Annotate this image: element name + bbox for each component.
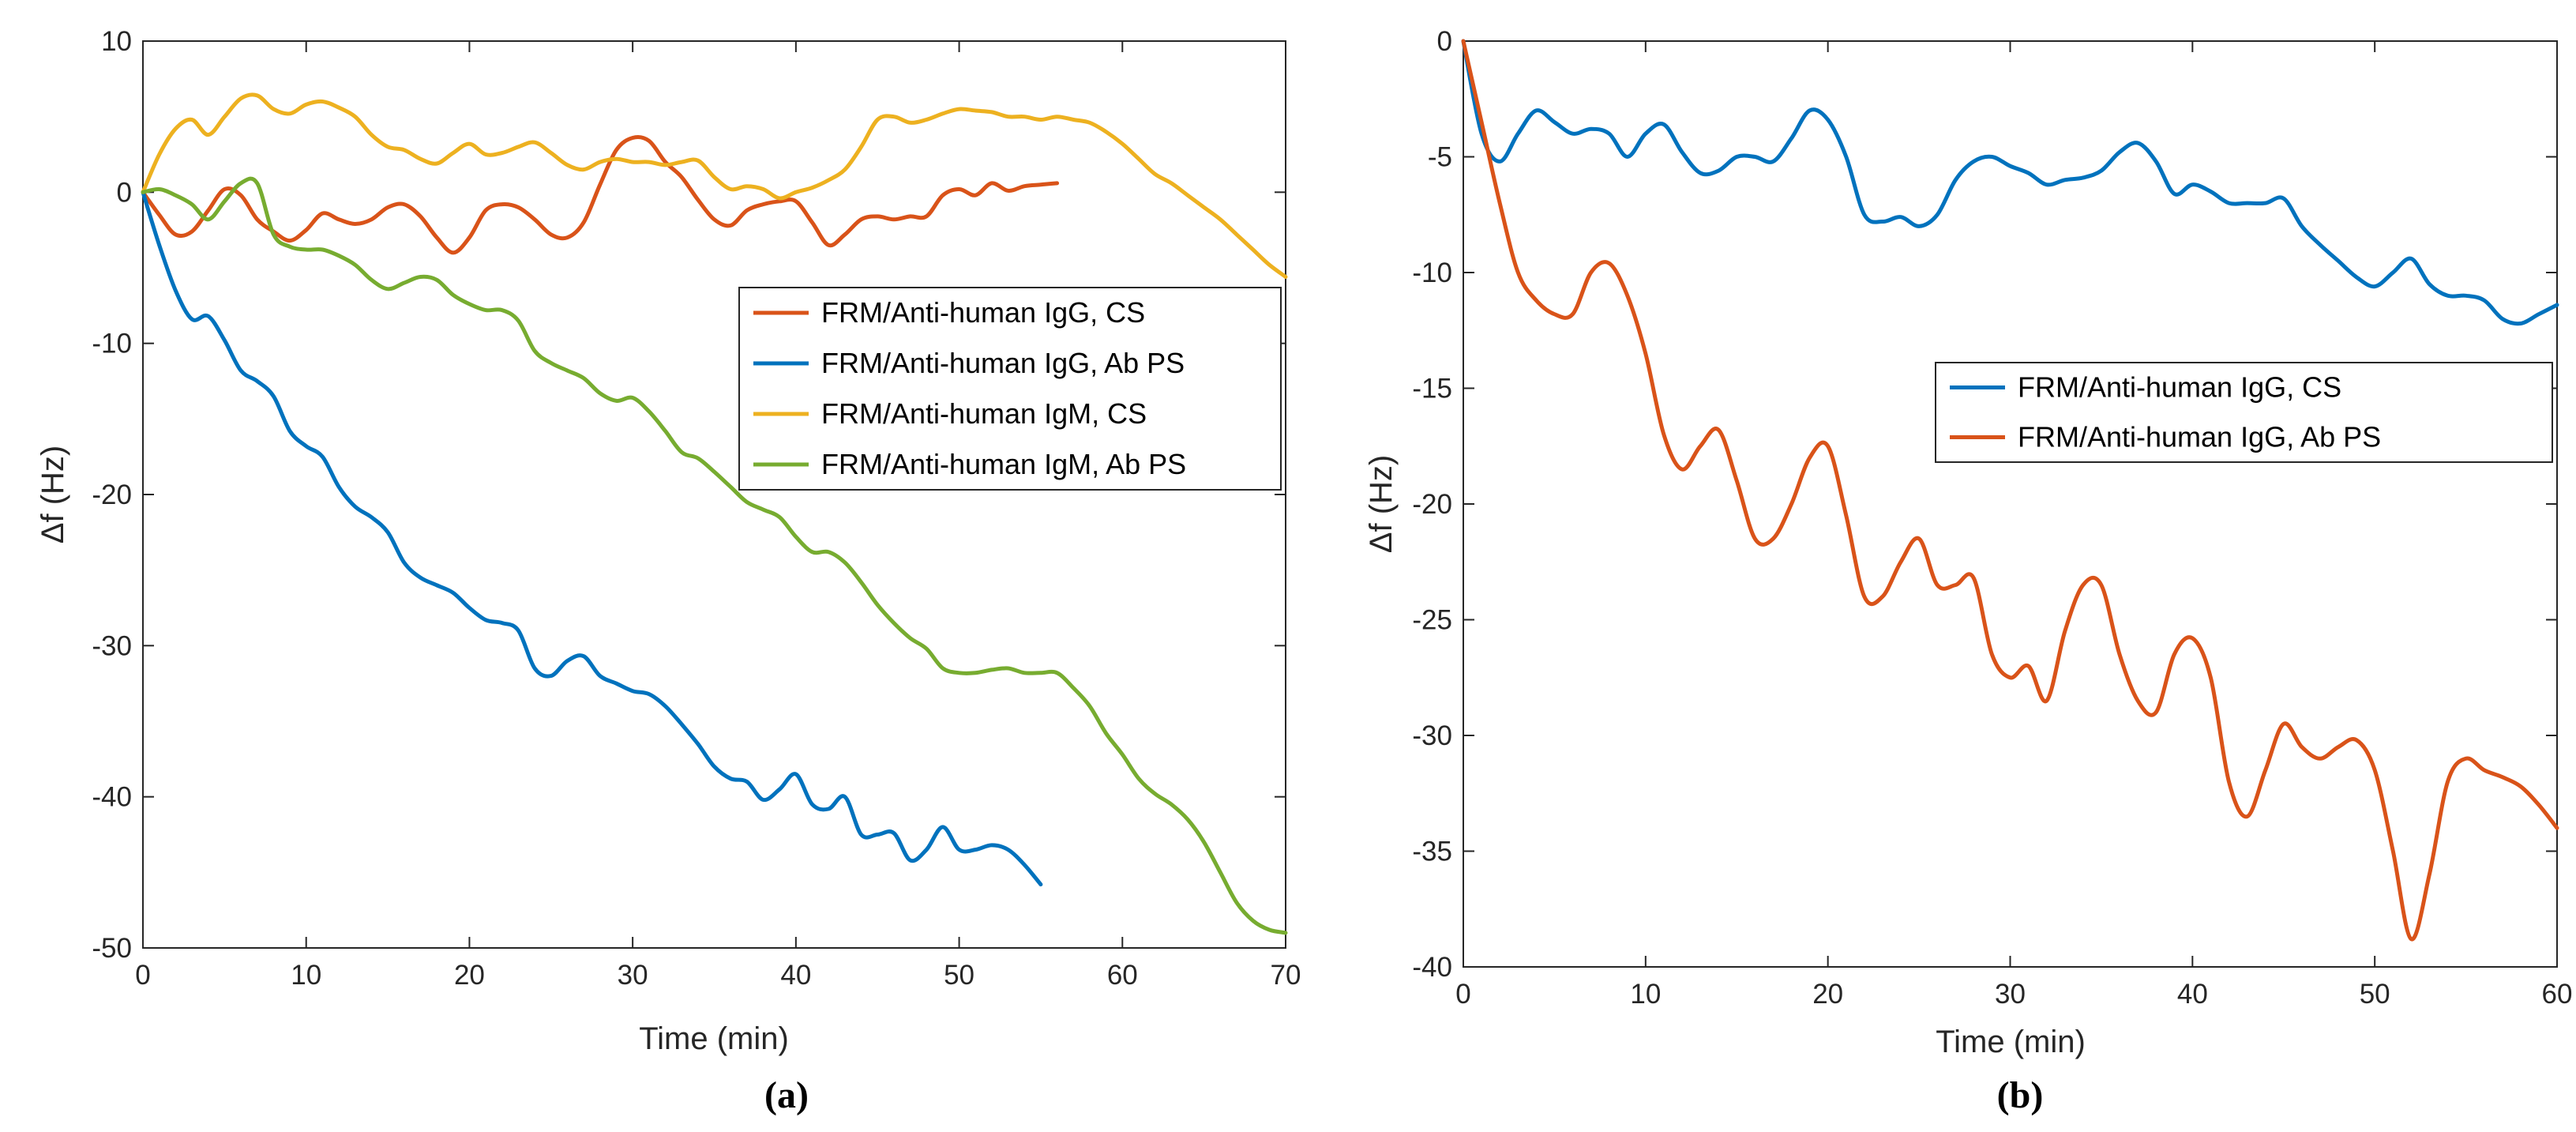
panel-b-legend-label: FRM/Anti-human IgG, Ab PS — [2018, 421, 2381, 453]
panel-a-y-tick-label: 0 — [117, 177, 132, 208]
panel-b-x-tick-label: 20 — [1812, 979, 1843, 1010]
panel-b-legend-box — [1935, 362, 2553, 463]
panel-a-x-tick-label: 20 — [454, 960, 485, 991]
panel-a-x-tick-label: 0 — [135, 960, 150, 991]
panel-b-x-tick-label: 0 — [1455, 979, 1470, 1010]
panel-b-y-tick-label: -40 — [1412, 952, 1452, 983]
panel-b-x-tick-label: 10 — [1630, 979, 1661, 1010]
panel-b-y-tick-label: 0 — [1437, 26, 1452, 57]
panel-a-x-tick-label: 60 — [1107, 960, 1138, 991]
panel-b-y-tick-label: -35 — [1412, 837, 1452, 867]
panel-a-y-tick-label: -20 — [92, 480, 132, 510]
panel-b-y-tick-label: -5 — [1428, 142, 1452, 173]
panel-b-y-tick-label: -10 — [1412, 258, 1452, 288]
panel-a-y-tick-label: 10 — [101, 26, 132, 57]
panel-a-series — [141, 92, 1288, 935]
panel-b-x-tick-label: 50 — [2360, 979, 2390, 1010]
panel-b-series — [1461, 39, 2559, 942]
panel-b-y-axis: 0 -5 -10 -15 -20 -25 -30 -35 -40 — [1412, 26, 2557, 983]
panel-b-y-tick-label: -15 — [1412, 374, 1452, 404]
panel-a-y-label: Δf (Hz) — [36, 446, 70, 543]
panel-b-y-tick-label: -30 — [1412, 720, 1452, 751]
panel-a-legend-label: FRM/Anti-human IgG, Ab PS — [821, 347, 1185, 379]
panel-b-series-line-2 — [1461, 39, 2559, 942]
panel-b-x-axis: 0 10 20 30 40 50 60 — [1455, 41, 2572, 1010]
panel-a-x-axis: 0 10 20 30 40 50 60 70 — [135, 41, 1301, 991]
panel-a-series-line-2 — [141, 190, 1043, 887]
panel-a-y-tick-label: -50 — [92, 933, 132, 964]
panel-a-plot-area — [142, 40, 1286, 949]
panel-a-x-tick-label: 70 — [1271, 960, 1301, 991]
panel-a-legend-label: FRM/Anti-human IgM, Ab PS — [821, 448, 1186, 480]
panel-b-legend: FRM/Anti-human IgG, CS FRM/Anti-human IgG… — [1935, 362, 2553, 463]
panel-a-x-tick-label: 50 — [944, 960, 974, 991]
panel-a-series-line-3 — [141, 92, 1288, 279]
panel-b-x-tick-label: 40 — [2177, 979, 2208, 1010]
panel-b-panel-label: (b) — [1997, 1074, 2044, 1116]
panel-b-x-label: Time (min) — [1936, 1025, 2086, 1059]
panel-b-series-line-1 — [1461, 39, 2559, 326]
panel-b-y-label: Δf (Hz) — [1364, 455, 1399, 553]
panel-a-y-tick-label: -40 — [92, 782, 132, 813]
panel-b-legend-label: FRM/Anti-human IgG, CS — [2018, 371, 2341, 404]
panel-a-series-line-4 — [141, 176, 1288, 935]
panel-a-x-tick-label: 10 — [291, 960, 321, 991]
panel-a-legend-label: FRM/Anti-human IgG, CS — [821, 296, 1145, 329]
panel-a-series-line-1 — [141, 134, 1060, 255]
panel-a-y-tick-label: -10 — [92, 329, 132, 359]
panel-a: 10 0 -10 -20 -30 -40 -50 0 10 20 30 40 50 60 70 Δf (H… — [36, 26, 1301, 1116]
panel-b: 0 -5 -10 -15 -20 -25 -30 -35 -40 0 10 20 30 40 50 60 Δ… — [1364, 26, 2572, 1116]
panel-a-panel-label: (a) — [764, 1074, 809, 1116]
panel-a-legend-label: FRM/Anti-human IgM, CS — [821, 397, 1147, 430]
panel-a-y-axis: 10 0 -10 -20 -30 -40 -50 — [92, 26, 1286, 964]
panel-a-x-tick-label: 40 — [780, 960, 811, 991]
panel-a-x-label: Time (min) — [639, 1021, 789, 1056]
panel-b-y-tick-label: -25 — [1412, 605, 1452, 636]
panel-a-x-tick-label: 30 — [618, 960, 648, 991]
panel-a-legend: FRM/Anti-human IgG, CS FRM/Anti-human IgG… — [738, 287, 1282, 491]
panel-b-x-tick-label: 30 — [1995, 979, 2026, 1010]
panel-a-y-tick-label: -30 — [92, 630, 132, 661]
panel-a-legend-box — [738, 287, 1282, 491]
panel-b-x-tick-label: 60 — [2542, 979, 2573, 1010]
panel-b-plot-area — [1463, 40, 2558, 968]
panel-b-y-tick-label: -20 — [1412, 489, 1452, 520]
